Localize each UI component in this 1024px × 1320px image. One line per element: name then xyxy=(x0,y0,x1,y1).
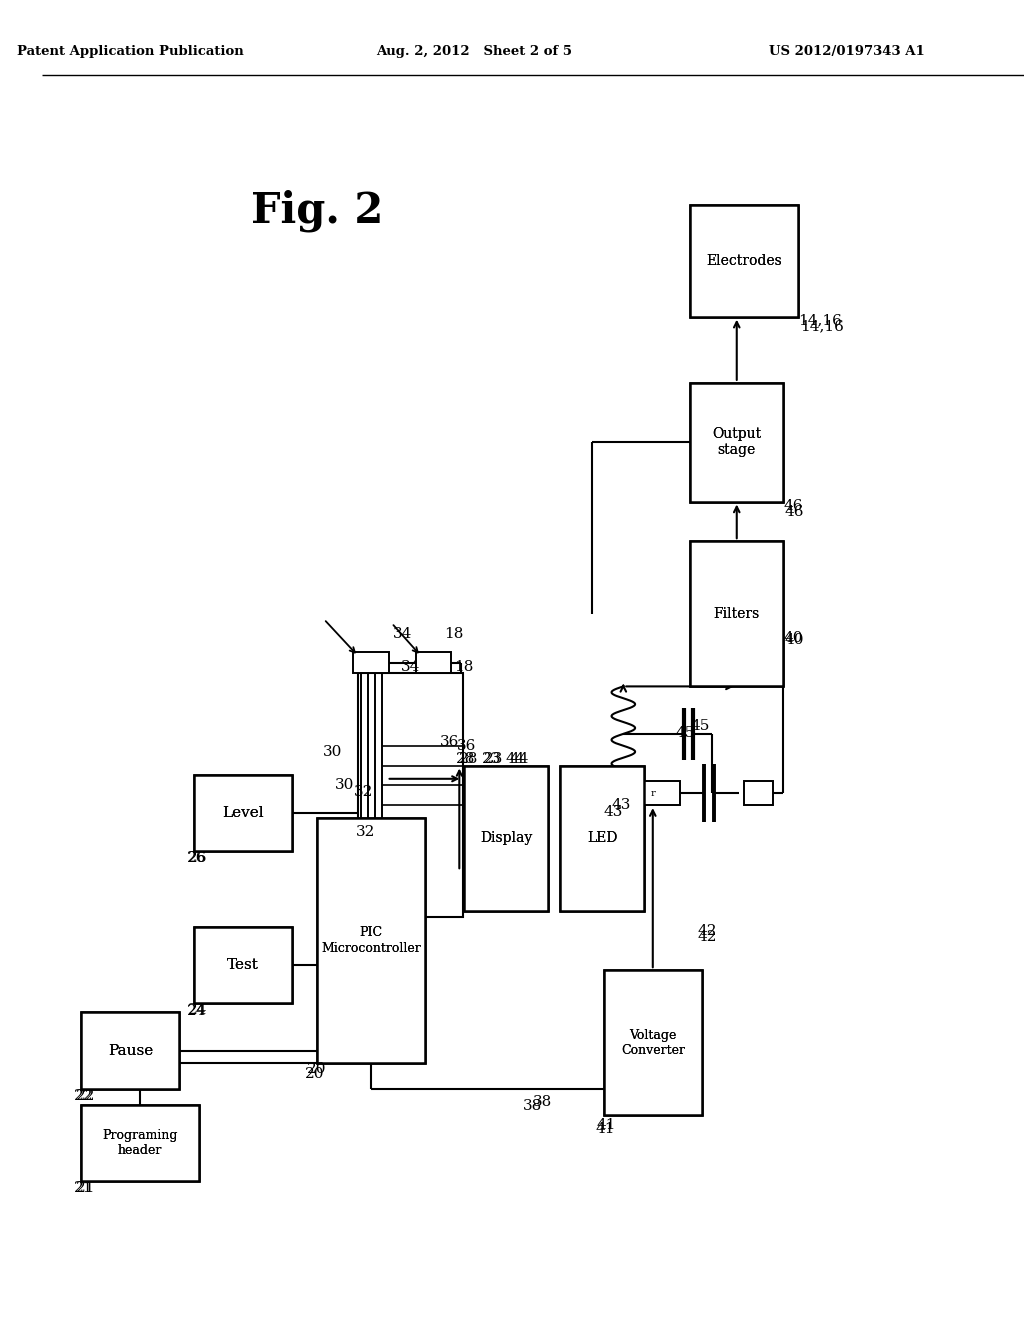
Text: 42: 42 xyxy=(698,924,718,937)
Bar xyxy=(416,652,452,673)
Text: 38: 38 xyxy=(523,1100,543,1113)
Bar xyxy=(81,1105,199,1181)
Text: 38: 38 xyxy=(532,1096,552,1109)
Text: 26: 26 xyxy=(188,851,208,865)
Text: PIC
Microcontroller: PIC Microcontroller xyxy=(322,927,421,954)
Bar xyxy=(464,766,548,911)
Text: Filters: Filters xyxy=(714,607,760,620)
Text: Output
stage: Output stage xyxy=(712,428,761,457)
Text: 14,16: 14,16 xyxy=(798,314,842,327)
Bar xyxy=(81,1012,179,1089)
Text: 20: 20 xyxy=(307,1063,327,1076)
Bar xyxy=(316,818,425,1063)
Text: 23: 23 xyxy=(482,752,502,766)
Bar xyxy=(690,205,798,317)
Bar xyxy=(560,766,644,911)
Text: r: r xyxy=(650,789,655,797)
Text: 18: 18 xyxy=(444,627,464,640)
Bar xyxy=(353,652,389,673)
Bar xyxy=(690,383,783,502)
Text: Level: Level xyxy=(222,807,264,820)
Bar xyxy=(195,775,293,851)
Bar xyxy=(690,541,783,686)
Text: Output
stage: Output stage xyxy=(712,428,761,457)
Text: 22: 22 xyxy=(75,1089,94,1102)
Text: US 2012/0197343 A1: US 2012/0197343 A1 xyxy=(769,45,925,58)
Text: 28: 28 xyxy=(460,752,478,766)
Bar xyxy=(81,1105,199,1181)
Text: 44: 44 xyxy=(506,752,525,766)
Text: Voltage
Converter: Voltage Converter xyxy=(621,1028,685,1057)
Text: 32: 32 xyxy=(354,785,374,799)
Text: 14,16: 14,16 xyxy=(800,319,844,333)
Bar xyxy=(195,927,293,1003)
Text: 44: 44 xyxy=(509,752,529,766)
Text: Programing
header: Programing header xyxy=(102,1129,178,1158)
Text: 23: 23 xyxy=(484,752,503,766)
Text: Voltage
Converter: Voltage Converter xyxy=(621,1028,685,1057)
Text: 45: 45 xyxy=(690,719,710,733)
Bar xyxy=(690,205,798,317)
Text: 36: 36 xyxy=(457,739,476,752)
Text: Test: Test xyxy=(227,958,259,972)
Text: Test: Test xyxy=(227,958,259,972)
Text: 30: 30 xyxy=(323,746,342,759)
Text: Fig. 2: Fig. 2 xyxy=(251,190,383,232)
Bar xyxy=(604,970,701,1115)
Text: Electrodes: Electrodes xyxy=(707,253,782,268)
Text: Patent Application Publication: Patent Application Publication xyxy=(17,45,244,58)
Text: 41: 41 xyxy=(596,1122,615,1135)
Text: 24: 24 xyxy=(187,1005,207,1018)
Text: Pause: Pause xyxy=(108,1044,153,1057)
Bar xyxy=(195,775,293,851)
Text: Level: Level xyxy=(222,807,264,820)
Text: 24: 24 xyxy=(188,1003,208,1016)
Bar xyxy=(195,927,293,1003)
Text: 28: 28 xyxy=(457,752,476,766)
Bar xyxy=(316,818,425,1063)
Text: 43: 43 xyxy=(604,805,623,818)
Text: 46: 46 xyxy=(784,506,804,519)
Text: Pause: Pause xyxy=(108,1044,153,1057)
Bar xyxy=(604,970,701,1115)
Text: 43: 43 xyxy=(611,799,631,812)
Text: Programing
header: Programing header xyxy=(102,1129,178,1158)
Text: 40: 40 xyxy=(783,631,803,644)
Text: 42: 42 xyxy=(698,931,718,944)
Text: 46: 46 xyxy=(783,499,803,512)
Text: PIC
Microcontroller: PIC Microcontroller xyxy=(322,927,421,954)
Text: 40: 40 xyxy=(784,634,804,647)
Text: 22: 22 xyxy=(77,1089,96,1102)
Text: 45: 45 xyxy=(676,726,694,739)
Bar xyxy=(743,781,773,805)
Bar xyxy=(464,766,548,911)
Text: 18: 18 xyxy=(455,660,474,673)
Bar xyxy=(358,673,463,917)
Text: 26: 26 xyxy=(187,851,207,865)
Text: 36: 36 xyxy=(439,735,459,748)
Text: Display: Display xyxy=(480,832,532,845)
Text: 34: 34 xyxy=(400,660,420,673)
Bar xyxy=(690,541,783,686)
Bar xyxy=(626,781,680,805)
Text: Electrodes: Electrodes xyxy=(707,253,782,268)
Text: 30: 30 xyxy=(335,779,354,792)
Text: 32: 32 xyxy=(356,825,376,838)
Bar xyxy=(81,1012,179,1089)
Text: 21: 21 xyxy=(75,1181,94,1195)
Text: Aug. 2, 2012   Sheet 2 of 5: Aug. 2, 2012 Sheet 2 of 5 xyxy=(376,45,572,58)
Text: Filters: Filters xyxy=(714,607,760,620)
Text: 34: 34 xyxy=(392,627,412,640)
Text: 21: 21 xyxy=(77,1181,96,1195)
Text: 41: 41 xyxy=(597,1118,616,1131)
Text: 20: 20 xyxy=(305,1068,325,1081)
Text: LED: LED xyxy=(587,832,617,845)
Text: LED: LED xyxy=(587,832,617,845)
Text: Display: Display xyxy=(480,832,532,845)
Bar xyxy=(560,766,644,911)
Bar xyxy=(690,383,783,502)
